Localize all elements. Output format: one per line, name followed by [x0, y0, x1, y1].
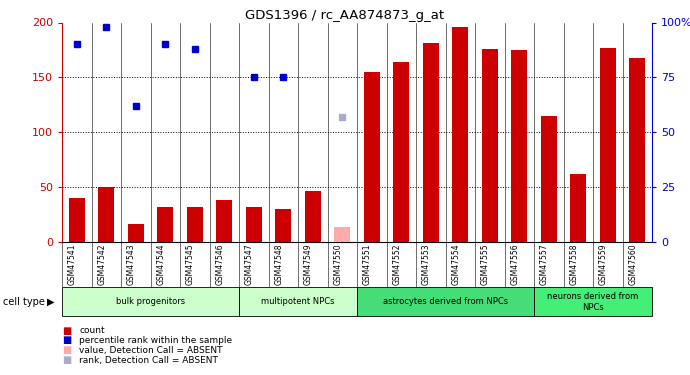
Text: GSM47557: GSM47557: [540, 243, 549, 285]
Bar: [423, 44, 439, 242]
Bar: [157, 207, 173, 242]
Text: GSM47554: GSM47554: [451, 243, 460, 285]
Bar: [246, 207, 262, 242]
Bar: [534, 288, 652, 316]
Text: GSM47545: GSM47545: [186, 243, 195, 285]
Text: GSM47543: GSM47543: [127, 243, 136, 285]
Text: GSM47556: GSM47556: [511, 243, 520, 285]
Bar: [128, 224, 144, 242]
Text: GSM47560: GSM47560: [629, 243, 638, 285]
Text: GSM47544: GSM47544: [157, 243, 166, 285]
Text: ■: ■: [62, 345, 71, 355]
Bar: [239, 288, 357, 316]
Bar: [511, 50, 527, 242]
Text: GSM47552: GSM47552: [393, 243, 402, 285]
Bar: [570, 174, 586, 242]
Bar: [364, 72, 380, 242]
Text: bulk progenitors: bulk progenitors: [116, 297, 185, 306]
Text: value, Detection Call = ABSENT: value, Detection Call = ABSENT: [79, 346, 223, 355]
Bar: [629, 58, 645, 242]
Text: GSM47558: GSM47558: [569, 243, 578, 285]
Text: multipotent NPCs: multipotent NPCs: [262, 297, 335, 306]
Text: ▶: ▶: [47, 297, 55, 307]
Text: GSM47547: GSM47547: [245, 243, 254, 285]
Bar: [216, 200, 233, 242]
Text: GSM47542: GSM47542: [97, 243, 106, 285]
Bar: [452, 27, 469, 242]
Text: ■: ■: [62, 355, 71, 365]
Text: neurons derived from
NPCs: neurons derived from NPCs: [547, 292, 639, 312]
Bar: [334, 226, 351, 242]
Text: GSM47548: GSM47548: [275, 243, 284, 285]
Text: GSM47541: GSM47541: [68, 243, 77, 285]
Bar: [187, 207, 203, 242]
Text: GSM47550: GSM47550: [333, 243, 342, 285]
Bar: [275, 209, 291, 242]
Text: GSM47559: GSM47559: [599, 243, 608, 285]
Text: percentile rank within the sample: percentile rank within the sample: [79, 336, 233, 345]
Text: GSM47555: GSM47555: [481, 243, 490, 285]
Bar: [69, 198, 85, 242]
Text: rank, Detection Call = ABSENT: rank, Detection Call = ABSENT: [79, 356, 218, 364]
Bar: [541, 116, 557, 242]
Text: cell type: cell type: [3, 297, 46, 307]
Bar: [393, 62, 409, 242]
Text: ■: ■: [62, 336, 71, 345]
Text: astrocytes derived from NPCs: astrocytes derived from NPCs: [383, 297, 508, 306]
Bar: [482, 49, 498, 242]
Bar: [62, 288, 239, 316]
Text: GDS1396 / rc_AA874873_g_at: GDS1396 / rc_AA874873_g_at: [246, 9, 444, 22]
Text: ■: ■: [62, 326, 71, 336]
Bar: [98, 187, 115, 242]
Text: GSM47549: GSM47549: [304, 243, 313, 285]
Text: count: count: [79, 326, 105, 335]
Text: GSM47553: GSM47553: [422, 243, 431, 285]
Bar: [357, 288, 534, 316]
Bar: [305, 191, 321, 242]
Text: GSM47551: GSM47551: [363, 243, 372, 285]
Text: GSM47546: GSM47546: [215, 243, 224, 285]
Bar: [600, 48, 616, 242]
